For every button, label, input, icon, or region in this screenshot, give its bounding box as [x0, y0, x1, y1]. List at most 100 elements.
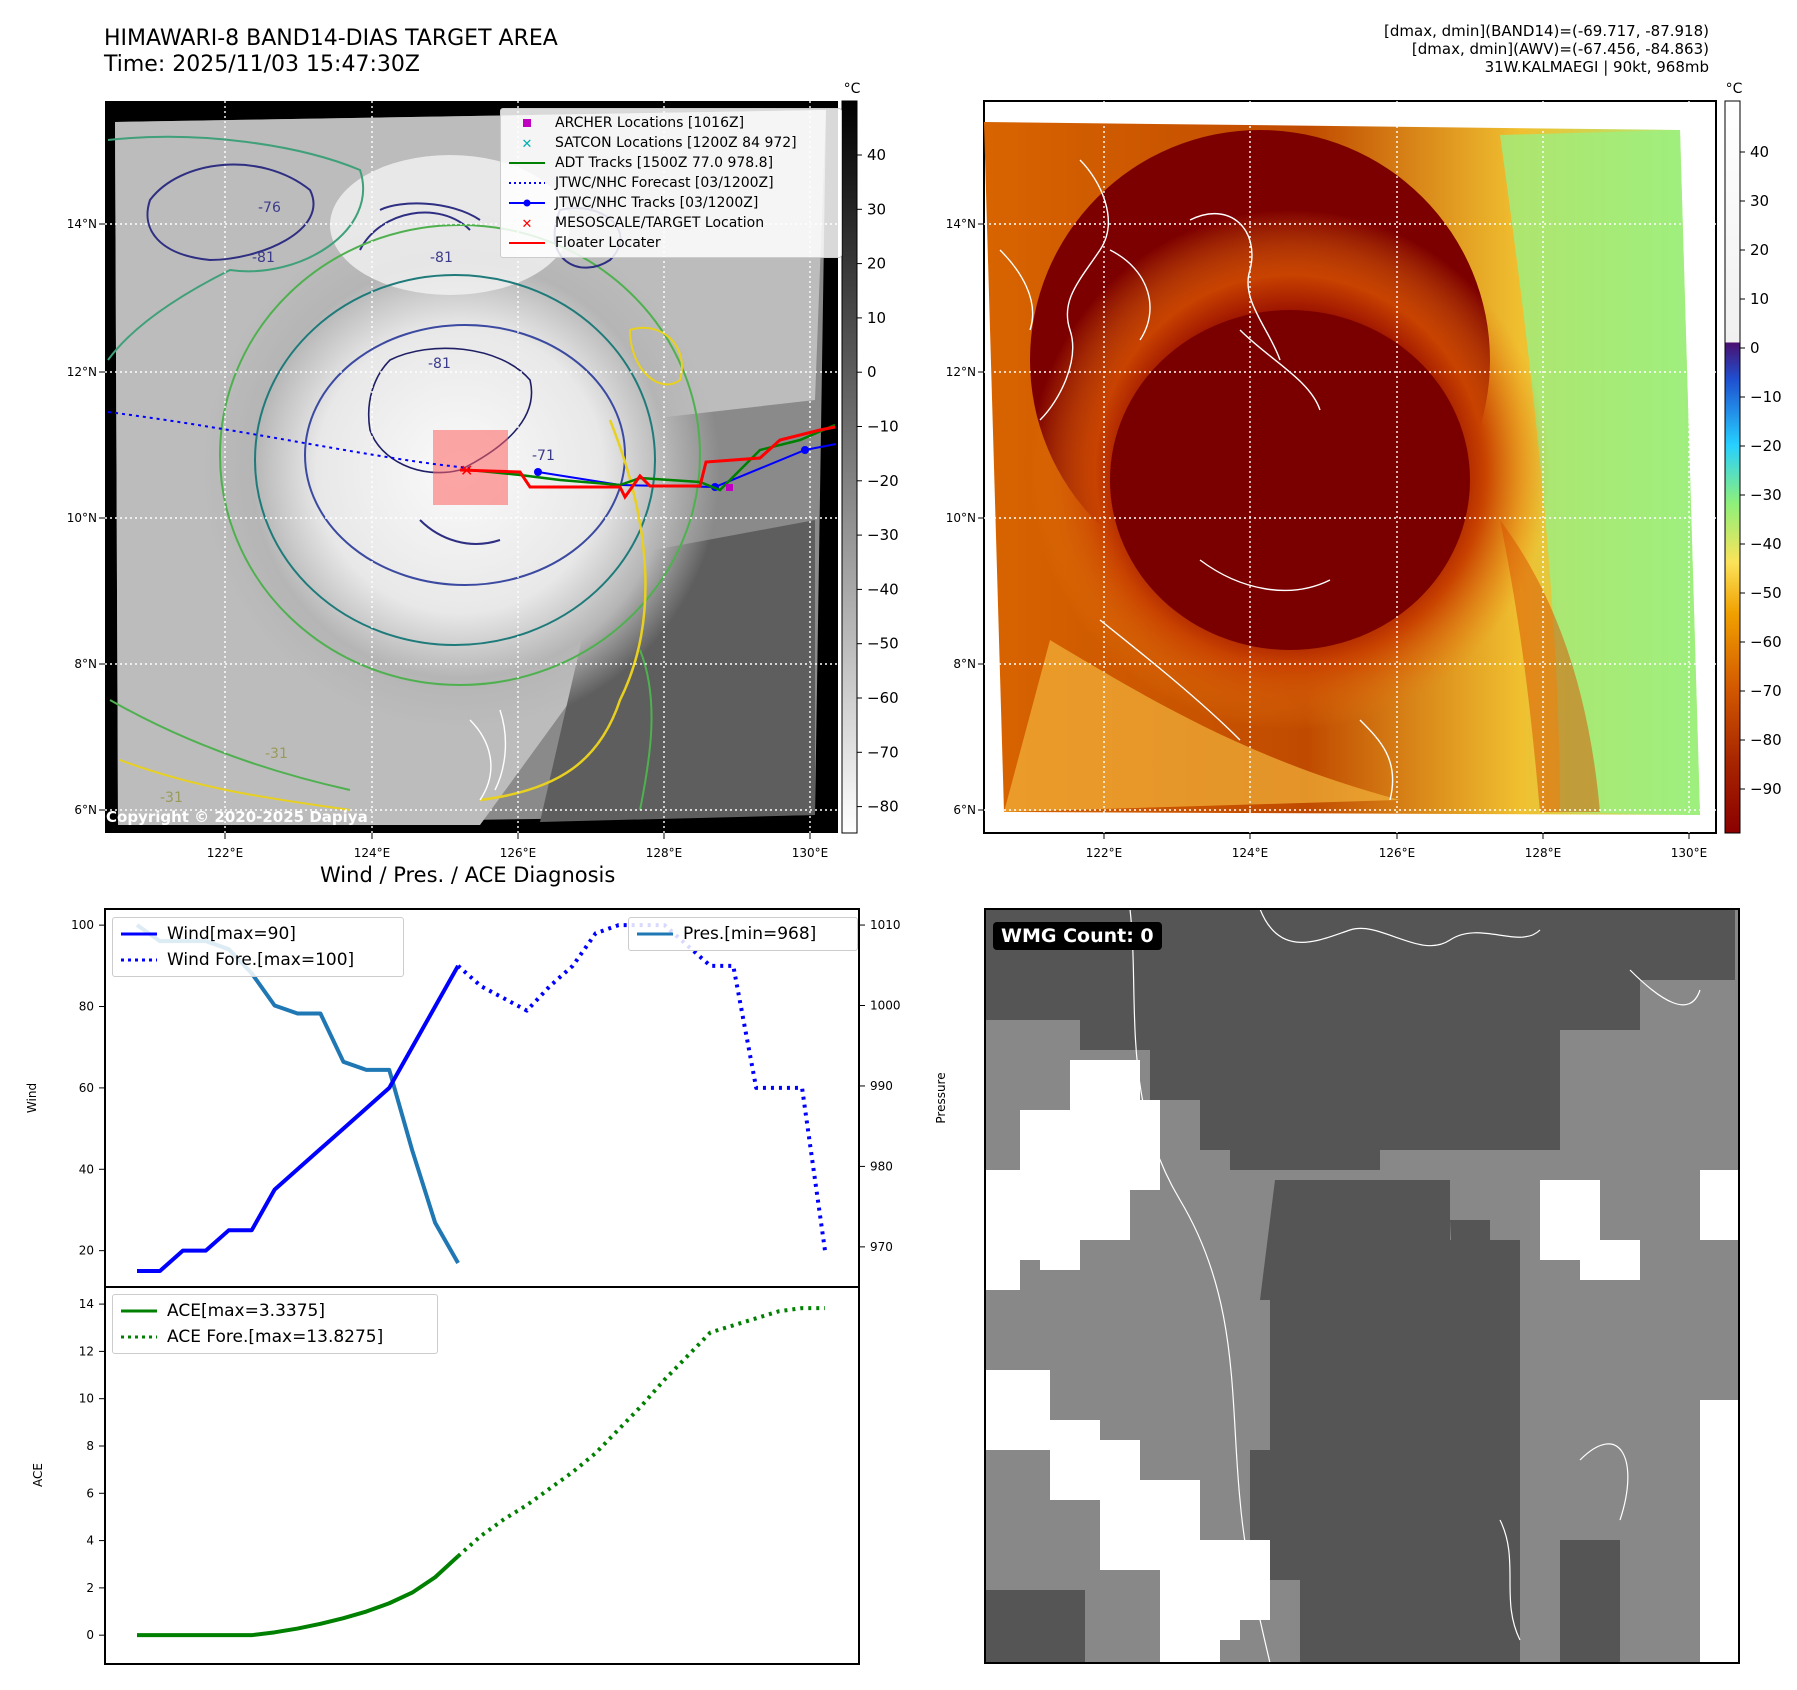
colorbar-tick-label: 10 [867, 309, 886, 327]
ace-axis-label: ACE [31, 1463, 45, 1487]
legend-wind-fore: Wind Fore.[max=100] [119, 947, 397, 973]
lon-tick-label: 124°E [1232, 846, 1269, 860]
target-marker: ✕ [460, 461, 473, 480]
ace-axis-ticks: 14 12 10 8 6 4 2 0 [79, 1297, 105, 1642]
legend-pres: Pres.[min=968] [635, 921, 851, 947]
wmg-dark-region [985, 909, 1735, 1170]
awv-colorbar-unit: °C [1726, 81, 1743, 97]
lon-tick-label: 122°E [1086, 846, 1123, 860]
pressure-axis-label: Pressure [934, 1072, 948, 1123]
lat-tick-label: 12°N [946, 365, 976, 379]
svg-text:✕: ✕ [522, 217, 533, 230]
lat-tick-label: 10°N [67, 511, 97, 525]
lon-tick-label: 122°E [207, 846, 244, 860]
legend-swatch [119, 953, 159, 967]
lon-tick-label: 128°E [646, 846, 683, 860]
colorbar-tick-label: −80 [1750, 731, 1782, 749]
wind-tick-label: 100 [71, 918, 94, 932]
pressure-tick-label: 980 [870, 1159, 893, 1173]
colorbar-tick-label: −10 [867, 418, 899, 436]
ace-legend: ACE[max=3.3375] ACE Fore.[max=13.8275] [112, 1294, 438, 1354]
legend-label: SATCON Locations [1200Z 84 972] [555, 135, 797, 151]
colorbar-tick-label: −90 [1750, 780, 1782, 798]
legend-swatch [507, 116, 547, 130]
ace-tick-label: 10 [79, 1392, 94, 1406]
legend-item: ✕ SATCON Locations [1200Z 84 972] [507, 133, 835, 153]
ace-tick-label: 12 [79, 1344, 94, 1358]
awv-colorbar-ticks: 40 30 20 10 0 −10 −20 −30 −40 −50 −60 −70 −80 −90 [1740, 143, 1782, 798]
legend-swatch [507, 236, 547, 250]
stats-band14: [dmax, dmin](BAND14)=(-69.717, -87.918) [1384, 22, 1709, 40]
floater-box [433, 430, 508, 505]
legend-item: ARCHER Locations [1016Z] [507, 113, 835, 133]
intensity-stats: [dmax, dmin](BAND14)=(-69.717, -87.918) … [1384, 22, 1709, 76]
title-line-2: Time: 2025/11/03 15:47:30Z [104, 52, 420, 77]
colorbar-tick-label: −60 [1750, 633, 1782, 651]
ace-tick-label: 8 [86, 1439, 94, 1453]
figure-title: HIMAWARI-8 BAND14-DIAS TARGET AREA Time:… [104, 26, 558, 78]
wmg-panel [984, 908, 1740, 1664]
lat-tick-label: 14°N [946, 217, 976, 231]
pressure-tick-label: 990 [870, 1079, 893, 1093]
colorbar-tick-label: 40 [1750, 143, 1769, 161]
ir-gridlines [105, 101, 838, 833]
legend-label: Wind Fore.[max=100] [167, 950, 355, 970]
legend-item: ✕ MESOSCALE/TARGET Location [507, 213, 835, 233]
legend-ace: ACE[max=3.3375] [119, 1298, 431, 1324]
wmg-light-region [985, 1370, 1270, 1663]
lon-tick-label: 126°E [500, 846, 537, 860]
legend-swatch [119, 1304, 159, 1318]
wind-axis-ticks: 100 80 60 40 20 [71, 918, 105, 1258]
colorbar-tick-label: 10 [1750, 290, 1769, 308]
legend-label: MESOSCALE/TARGET Location [555, 215, 765, 231]
colorbar-tick-label: −70 [867, 743, 899, 761]
pressure-tick-label: 1000 [870, 999, 901, 1013]
colorbar-tick-label: −60 [867, 689, 899, 707]
lat-tick-label: 8°N [74, 657, 97, 671]
colorbar-tick-label: 20 [867, 255, 886, 273]
colorbar-tick-label: 20 [1750, 241, 1769, 259]
colorbar-tick-label: −50 [1750, 584, 1782, 602]
colorbar-tick-label: −20 [867, 472, 899, 490]
awv-colorbar [1724, 100, 1741, 834]
wmg-frame [984, 908, 1740, 1664]
ace-tick-label: 4 [86, 1534, 94, 1548]
legend-ace-fore: ACE Fore.[max=13.8275] [119, 1324, 431, 1350]
legend-swatch [507, 156, 547, 170]
legend-swatch [507, 196, 547, 210]
lon-tick-label: 126°E [1379, 846, 1416, 860]
wind-tick-label: 60 [79, 1081, 94, 1095]
lon-tick-label: 130°E [792, 846, 829, 860]
wind-tick-label: 40 [79, 1162, 94, 1176]
colorbar-tick-label: 40 [867, 146, 886, 164]
legend-label: JTWC/NHC Tracks [03/1200Z] [555, 195, 759, 211]
ir-axis-ticks: 122°E 124°E 126°E 128°E 130°E 14°N 12°N 10°N 8°N… [67, 217, 829, 860]
stats-storm: 31W.KALMAEGI | 90kt, 968mb [1484, 58, 1709, 76]
legend-swatch [119, 927, 159, 941]
wmg-dark-region [1250, 1180, 1520, 1663]
legend-label: ARCHER Locations [1016Z] [555, 115, 745, 131]
ace-tick-label: 2 [86, 1581, 94, 1595]
contour-label: -71 [532, 448, 555, 464]
colorbar-tick-label: −70 [1750, 682, 1782, 700]
legend-swatch: ✕ [507, 136, 547, 150]
contour-label: -81 [428, 356, 451, 372]
ace-tick-label: 0 [86, 1628, 94, 1642]
legend-label: Wind[max=90] [167, 924, 296, 944]
wind-tick-label: 80 [79, 1000, 94, 1014]
legend-label: ADT Tracks [1500Z 77.0 978.8] [555, 155, 774, 171]
legend-label: JTWC/NHC Forecast [03/1200Z] [555, 175, 774, 191]
track-legend: ARCHER Locations [1016Z] ✕ SATCON Location… [500, 108, 842, 258]
lat-tick-label: 14°N [67, 217, 97, 231]
contour-label: -31 [265, 746, 288, 762]
legend-label: ACE Fore.[max=13.8275] [167, 1327, 384, 1347]
wind-legend: Wind[max=90] Wind Fore.[max=100] [112, 917, 404, 977]
legend-item: JTWC/NHC Tracks [03/1200Z] [507, 193, 835, 213]
lat-tick-label: 8°N [953, 657, 976, 671]
title-line-1: HIMAWARI-8 BAND14-DIAS TARGET AREA [104, 26, 558, 51]
ace-line [137, 1554, 460, 1638]
colorbar-tick-label: −50 [867, 635, 899, 653]
lat-tick-label: 6°N [953, 803, 976, 817]
